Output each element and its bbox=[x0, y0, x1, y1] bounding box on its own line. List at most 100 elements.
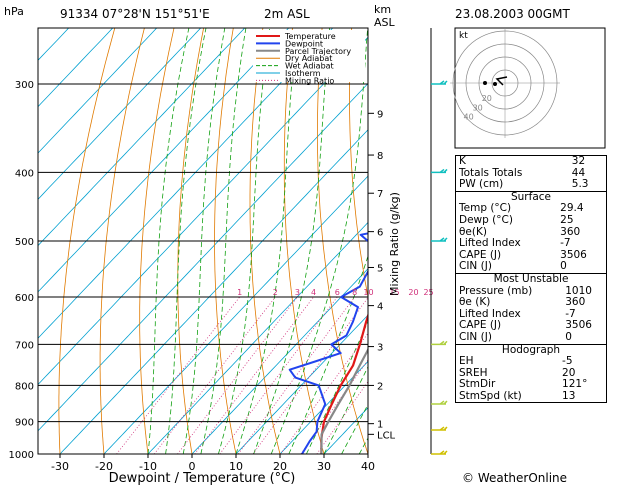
tt-value: 44 bbox=[571, 166, 586, 179]
table-row: Lifted Index -7 bbox=[456, 238, 606, 250]
row-label: StmDir bbox=[459, 378, 496, 391]
datetime-label: 23.08.2003 00GMT bbox=[455, 7, 570, 21]
mixing-ratio-label: 15 bbox=[389, 288, 399, 297]
row-label: SREH bbox=[459, 366, 488, 379]
indices-table: K 32 Totals Totals 44 PW (cm) 5.3 Surface T… bbox=[455, 155, 607, 404]
dry-adiabat-line bbox=[99, 28, 145, 454]
row-value: 1010 bbox=[565, 284, 592, 297]
row-value: 20 bbox=[562, 366, 576, 379]
isotherm-line bbox=[235, 314, 368, 454]
mixing-ratio-label: 6 bbox=[335, 288, 340, 297]
isotherm-line bbox=[38, 28, 334, 339]
row-label: EH bbox=[459, 355, 474, 368]
wind-barb-mark bbox=[431, 237, 448, 242]
row-label: Dewp (°C) bbox=[459, 213, 513, 226]
wind-barb bbox=[431, 237, 448, 242]
row-label: CAPE (J) bbox=[459, 319, 502, 332]
table-row: Pressure (mb) 1010 bbox=[456, 284, 606, 298]
isotherm-line bbox=[38, 28, 70, 61]
isotherm-line bbox=[191, 268, 368, 454]
row-value: 360 bbox=[560, 225, 581, 238]
parcel-trajectory-line bbox=[320, 347, 368, 454]
dry-adiabat-line bbox=[616, 16, 629, 470]
wind-barb-mark bbox=[431, 340, 448, 346]
wet-adiabat-line bbox=[218, 28, 271, 454]
wet-adiabat-line bbox=[147, 28, 190, 454]
table-row: Temp (°C) 29.4 bbox=[456, 203, 606, 215]
row-label: Temp (°C) bbox=[459, 202, 512, 215]
mixing-ratio-line bbox=[177, 296, 298, 454]
isotherm-line bbox=[103, 175, 368, 454]
plot-frame bbox=[37, 27, 369, 455]
hodograph-frame bbox=[454, 27, 606, 149]
row-label: CIN (J) bbox=[459, 330, 492, 343]
mixing-ratio-axis-label: Mixing Ratio (g/kg) bbox=[388, 192, 401, 296]
x-tick-label: -30 bbox=[51, 460, 69, 473]
isotherm-line bbox=[147, 221, 368, 454]
pressure-tick-label: 600 bbox=[15, 293, 34, 304]
wind-barb-mark bbox=[431, 168, 448, 174]
isotherm-line bbox=[38, 36, 368, 386]
wind-barb bbox=[431, 168, 448, 174]
axes: 1 2 3 4 6 8 10 15 20 25 bbox=[237, 288, 434, 297]
dry-adiabat-line bbox=[139, 28, 175, 454]
row-value: -7 bbox=[565, 307, 576, 320]
row-value: 29.4 bbox=[560, 202, 584, 215]
dry-adiabat-line bbox=[214, 28, 237, 454]
km-label: km bbox=[374, 3, 391, 16]
row-label: StmSpd (kt) bbox=[459, 389, 522, 402]
row-label: Lifted Index bbox=[459, 237, 521, 250]
wind-barb-mark bbox=[431, 400, 448, 405]
mixing-ratio-label: 8 bbox=[352, 288, 357, 297]
table-row: SREH 20 bbox=[456, 366, 606, 380]
legend-item: Dry Adiabat bbox=[285, 54, 332, 63]
wet-adiabat-line bbox=[270, 28, 368, 454]
row-label: θe(K) bbox=[459, 225, 487, 238]
station-label: 91334 07°28'N 151°51'E bbox=[60, 7, 210, 21]
most-unstable-table: Most Unstable Pressure (mb) 1010 θe (K) 360… bbox=[456, 273, 606, 344]
table-row: θe(K) 360 bbox=[456, 225, 606, 239]
row-value: 25 bbox=[560, 213, 574, 226]
wind-barb bbox=[431, 340, 448, 346]
wind-barb bbox=[431, 450, 448, 455]
mixing-ratio-label: 2 bbox=[273, 288, 278, 297]
row-value: -7 bbox=[560, 237, 571, 250]
pw-label: PW (cm) bbox=[459, 178, 504, 191]
temperature-line bbox=[320, 312, 368, 454]
mixing-ratio-label: 1 bbox=[237, 288, 242, 297]
pressure-tick-label: 900 bbox=[15, 418, 34, 429]
wet-adiabat-line bbox=[200, 28, 247, 454]
row-label: CAPE (J) bbox=[459, 248, 502, 261]
row-value: 3506 bbox=[565, 319, 592, 332]
wet-adiabat-line bbox=[165, 28, 207, 454]
km-tick-label: 1 bbox=[377, 420, 383, 431]
tt-label: Totals Totals bbox=[459, 166, 523, 179]
table-row: CIN (J) 0 bbox=[456, 261, 606, 273]
hodograph-trace bbox=[495, 76, 508, 86]
mixing-ratio-label: 3 bbox=[295, 288, 300, 297]
hodograph-ring-label: 20 bbox=[482, 94, 492, 103]
row-value: 121° bbox=[562, 378, 588, 391]
k-value: 32 bbox=[571, 155, 586, 167]
row-label: θe (K) bbox=[459, 296, 491, 309]
mixing-ratio-line bbox=[316, 381, 368, 454]
x-axis-label: Dewpoint / Temperature (°C) bbox=[109, 471, 296, 486]
hodograph-table-title: Hodograph bbox=[501, 343, 561, 356]
wind-barb-mark bbox=[431, 426, 448, 431]
copyright-label: © WeatherOnline bbox=[462, 471, 567, 485]
background-lines bbox=[38, 16, 629, 470]
mixing-ratio-label: 4 bbox=[311, 288, 316, 297]
isotherm-line bbox=[38, 28, 290, 293]
legend-item: Temperature bbox=[284, 32, 336, 41]
wet-adiabat-line bbox=[182, 28, 226, 454]
table-row: θe (K) 360 bbox=[456, 297, 606, 309]
wet-adiabat-line bbox=[235, 28, 298, 454]
table-row: StmDir 121° bbox=[456, 379, 606, 391]
hodograph-ring-label: 30 bbox=[473, 103, 483, 112]
mixing-ratio-label: 25 bbox=[423, 288, 433, 297]
x-tick-label: 10 bbox=[229, 460, 243, 473]
pressure-tick-label: 400 bbox=[15, 168, 34, 179]
dry-adiabat-line bbox=[316, 28, 368, 454]
legend-item: Isotherm bbox=[285, 69, 321, 78]
